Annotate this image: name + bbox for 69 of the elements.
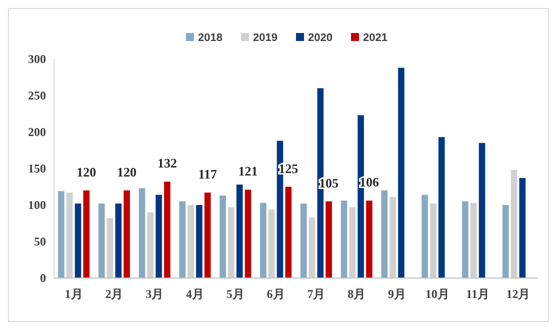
bar [98, 204, 105, 278]
y-tick-label: 100 [28, 198, 46, 212]
bar [438, 137, 445, 278]
data-label: 121 [238, 164, 258, 179]
bar [220, 196, 226, 278]
bar [519, 178, 526, 278]
data-label: 132 [157, 156, 177, 171]
bar [138, 188, 146, 278]
bar [188, 205, 194, 278]
bar [115, 204, 122, 278]
bar [260, 202, 266, 278]
bar [398, 68, 404, 278]
data-label: 120 [117, 164, 137, 180]
bar [196, 205, 202, 278]
bar [308, 217, 316, 278]
x-tick-label: 10月 [425, 287, 450, 301]
legend-label: 2019 [253, 32, 278, 44]
x-tick-label: 4月 [186, 287, 204, 301]
bar [510, 170, 518, 278]
bar [156, 194, 162, 278]
bar [204, 192, 211, 278]
bar [381, 190, 388, 278]
x-tick-label: 7月 [307, 287, 326, 301]
bar [58, 191, 64, 278]
x-tick-label: 8月 [348, 287, 366, 301]
bar [268, 209, 275, 278]
data-label: 120 [76, 164, 96, 180]
bar [300, 204, 307, 278]
x-tick-label: 3月 [146, 287, 164, 301]
bar [422, 194, 428, 278]
x-tick-label: 2月 [105, 287, 124, 301]
x-tick-label: 12月 [506, 287, 530, 301]
bar [340, 200, 348, 278]
bar [502, 205, 509, 278]
bar [83, 190, 90, 278]
legend-label: 2021 [363, 32, 388, 44]
x-tick-label: 11月 [466, 287, 490, 301]
bar [470, 202, 477, 278]
bar [106, 218, 114, 278]
legend-label: 2020 [308, 32, 332, 44]
x-tick-label: 9月 [388, 287, 406, 301]
bar [164, 182, 170, 278]
bar [147, 212, 154, 278]
bar [430, 204, 436, 278]
bar [236, 184, 243, 278]
legend-label: 2018 [198, 32, 222, 44]
y-tick-label: 200 [28, 125, 46, 140]
y-tick-label: 300 [28, 52, 46, 66]
y-tick-label: 0 [40, 271, 46, 286]
bar [124, 190, 130, 278]
bar [244, 190, 252, 278]
bar [462, 201, 468, 278]
data-label: 117 [198, 166, 218, 182]
x-tick-label: 1月 [64, 287, 83, 301]
bar [326, 201, 332, 278]
bar [478, 142, 486, 278]
x-tick-label: 5月 [226, 287, 244, 301]
bar [179, 201, 186, 278]
y-tick-label: 150 [28, 162, 46, 176]
bar [349, 207, 356, 278]
bar [74, 204, 82, 278]
bar [285, 186, 292, 278]
bar [390, 196, 396, 278]
bar [66, 192, 73, 278]
y-tick-label: 250 [28, 88, 46, 103]
x-tick-label: 6月 [266, 287, 285, 301]
bar [366, 200, 372, 278]
y-tick-label: 50 [34, 234, 46, 249]
bar [228, 207, 234, 278]
